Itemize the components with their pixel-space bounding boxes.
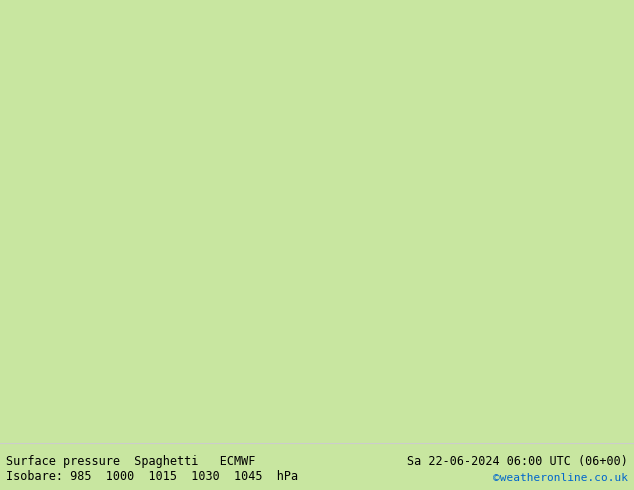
Text: Surface pressure  Spaghetti   ECMWF: Surface pressure Spaghetti ECMWF bbox=[6, 455, 256, 468]
Text: Isobare: 985  1000  1015  1030  1045  hPa: Isobare: 985 1000 1015 1030 1045 hPa bbox=[6, 470, 299, 483]
Text: ©weatheronline.co.uk: ©weatheronline.co.uk bbox=[493, 473, 628, 483]
Text: Sa 22-06-2024 06:00 UTC (06+00): Sa 22-06-2024 06:00 UTC (06+00) bbox=[407, 455, 628, 468]
